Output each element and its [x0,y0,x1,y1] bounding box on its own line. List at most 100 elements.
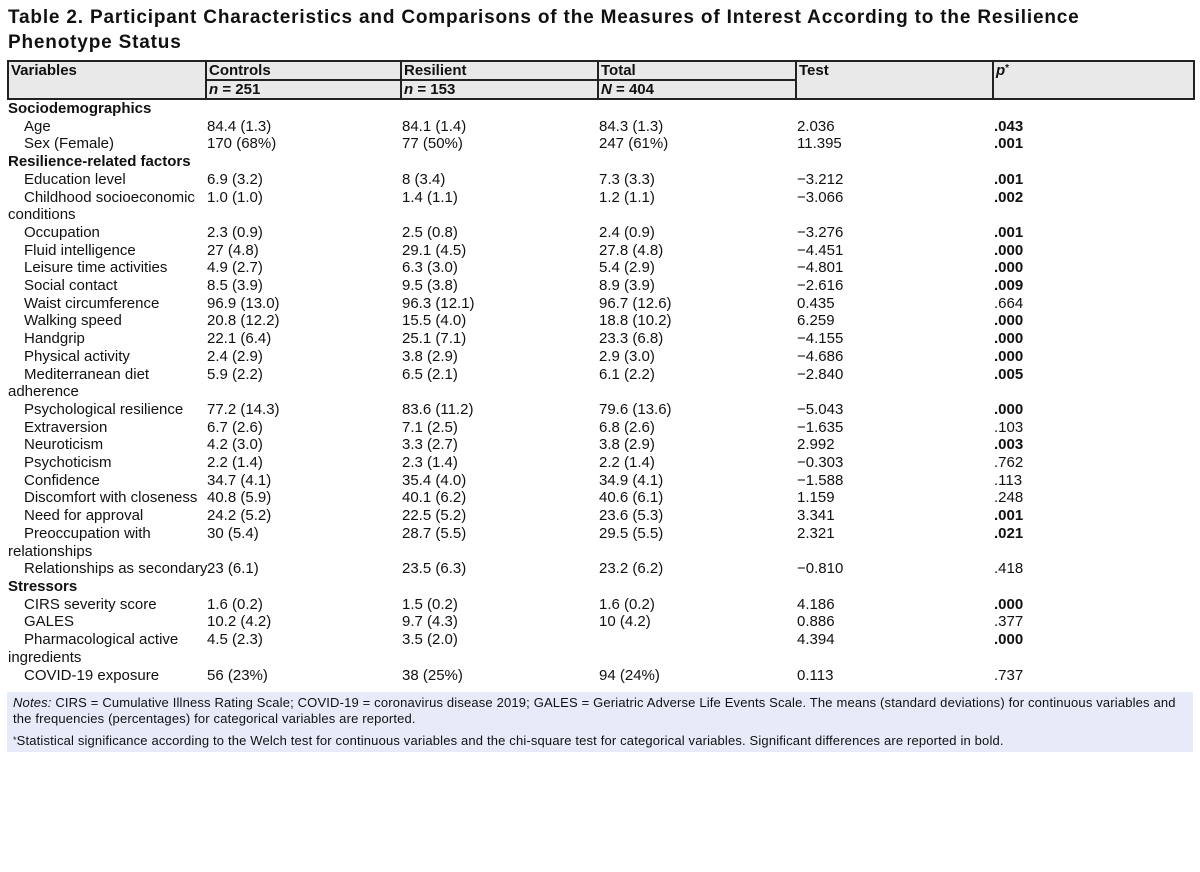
cell-controls: 2.4 (2.9) [207,347,263,365]
cell-test: 6.259 [797,312,835,330]
notes-abbreviations: Notes: CIRS = Cumulative Illness Rating … [13,695,1187,727]
cell-total: 40.6 (6.1) [599,489,664,507]
cell-controls: 2.3 (0.9) [207,223,263,241]
header-variables: Variables [7,60,207,100]
cell-total: 3.8 (2.9) [599,436,655,454]
cell-p: .113 [994,471,1023,489]
header-total-n: N = 404 [597,79,797,100]
row-variable: Sex (Female) [24,135,115,153]
row-variable: Education level [24,170,126,188]
header-total: Total [597,60,797,81]
cell-controls: 4.9 (2.7) [207,259,263,277]
section-row: Sociodemographics [8,99,1194,118]
table-row: Need for approval 24.2 (5.2) 22.5 (5.2) 23.… [8,507,1194,525]
cell-resilient: 29.1 (4.5) [402,241,467,259]
cell-resilient: 96.3 (12.1) [402,294,475,312]
row-variable: Pharmacological active ingredients [8,631,179,666]
table-row: Waist circumference 96.9 (13.0) 96.3 (12.1… [8,295,1194,313]
cell-controls: 4.5 (2.3) [207,631,263,649]
table-row: Discomfort with closeness 40.8 (5.9) 40.1 … [8,489,1194,507]
header-test: Test [795,60,994,100]
cell-test: −2.616 [797,277,844,295]
row-variable: Physical activity [24,347,130,365]
cell-test: 2.036 [797,117,835,135]
cell-p: .000 [994,259,1024,277]
cell-total: 247 (61%) [599,135,669,153]
cell-controls: 1.0 (1.0) [207,188,263,206]
row-variable: GALES [24,613,75,631]
cell-p: .001 [994,507,1024,525]
header-controls-label: Controls [209,62,271,79]
table-row: Psychoticism 2.2 (1.4) 2.3 (1.4) 2.2 (1.4) −… [8,454,1194,472]
cell-p: .002 [994,188,1024,206]
cell-resilient: 2.5 (0.8) [402,223,458,241]
cell-resilient: 15.5 (4.0) [402,312,467,330]
cell-test: −5.043 [797,400,844,418]
cell-test: 4.186 [797,595,835,613]
cell-test: −3.066 [797,188,844,206]
cell-test: −4.801 [797,259,844,277]
table-row: Mediterranean diet adherence 5.9 (2.2) 6.5… [8,366,1194,401]
table-row: CIRS severity score 1.6 (0.2) 1.5 (0.2) 1.6… [8,596,1194,614]
controls-n-symbol: n [209,81,219,98]
cell-total: 2.2 (1.4) [599,454,655,472]
cell-test: 4.394 [797,631,835,649]
header-p: p* [992,60,1195,100]
cell-controls: 20.8 (12.2) [207,312,280,330]
cell-p: .664 [994,294,1024,312]
cell-controls: 6.9 (3.2) [207,170,263,188]
cell-resilient: 28.7 (5.5) [402,524,467,542]
header-variables-label: Variables [11,62,77,79]
cell-test: −4.686 [797,347,844,365]
cell-total: 2.4 (0.9) [599,223,655,241]
row-variable: Waist circumference [24,294,160,312]
table-row: Occupation 2.3 (0.9) 2.5 (0.8) 2.4 (0.9) −3.… [8,224,1194,242]
section-row: Resilience-related factors [8,153,1194,171]
cell-controls: 77.2 (14.3) [207,400,280,418]
table-row: Extraversion 6.7 (2.6) 7.1 (2.5) 6.8 (2.6) −… [8,419,1194,437]
table-row: COVID-19 exposure 56 (23%) 38 (25%) 94 (24%… [8,667,1194,685]
row-variable: Childhood socioeconomic conditions [8,188,195,224]
cell-resilient: 83.6 (11.2) [402,400,474,418]
row-variable: Confidence [24,471,100,489]
cell-total: 23.3 (6.8) [599,330,664,348]
table-row: Walking speed 20.8 (12.2) 15.5 (4.0) 18.8 (… [8,312,1194,330]
cell-p: .005 [994,365,1024,383]
header-p-asterisk: * [1005,63,1010,74]
cell-p: .377 [994,613,1024,631]
table-row: Age 84.4 (1.3) 84.1 (1.4) 84.3 (1.3) 2.036 .0… [8,118,1194,136]
cell-total: 1.6 (0.2) [599,595,655,613]
cell-test: 11.395 [797,135,842,153]
cell-test: −1.588 [797,471,844,489]
cell-total: 8.9 (3.9) [599,277,655,295]
row-variable: Mediterranean diet adherence [8,365,150,401]
row-variable: COVID-19 exposure [24,666,160,684]
table-row: Leisure time activities 4.9 (2.7) 6.3 (3.0… [8,259,1194,277]
cell-total: 6.1 (2.2) [599,365,655,383]
table-row: Sex (Female) 170 (68%) 77 (50%) 247 (61%) 11… [8,135,1194,153]
cell-resilient: 3.5 (2.0) [402,631,458,649]
cell-test: −0.810 [797,560,844,578]
section-label: Sociodemographics [8,100,152,117]
section-label: Resilience-related factors [8,153,191,171]
cell-resilient: 38 (25%) [402,666,463,684]
cell-resilient: 1.4 (1.1) [402,188,458,206]
table-row: Confidence 34.7 (4.1) 35.4 (4.0) 34.9 (4.1)… [8,472,1194,490]
cell-resilient: 35.4 (4.0) [402,471,467,489]
notes-asterisk: * [13,735,17,745]
cell-controls: 27 (4.8) [207,241,259,259]
cell-controls: 1.6 (0.2) [207,595,263,613]
cell-p: .009 [994,277,1024,295]
row-variable: Relationships as secondary [24,560,208,578]
table-row: GALES 10.2 (4.2) 9.7 (4.3) 10 (4.2) 0.886 .37… [8,613,1194,631]
cell-resilient: 3.3 (2.7) [402,436,458,454]
cell-p: .762 [994,454,1024,472]
table-title: Table 2. Participant Characteristics and… [8,7,1080,53]
cell-p: .000 [994,241,1024,259]
table-header: Variables Controls Resilient Total Test … [7,60,1195,100]
cell-total: 79.6 (13.6) [599,400,672,418]
cell-p: .418 [994,560,1024,578]
cell-total [598,631,796,666]
cell-p: .000 [994,631,1024,649]
cell-controls: 5.9 (2.2) [207,365,263,383]
